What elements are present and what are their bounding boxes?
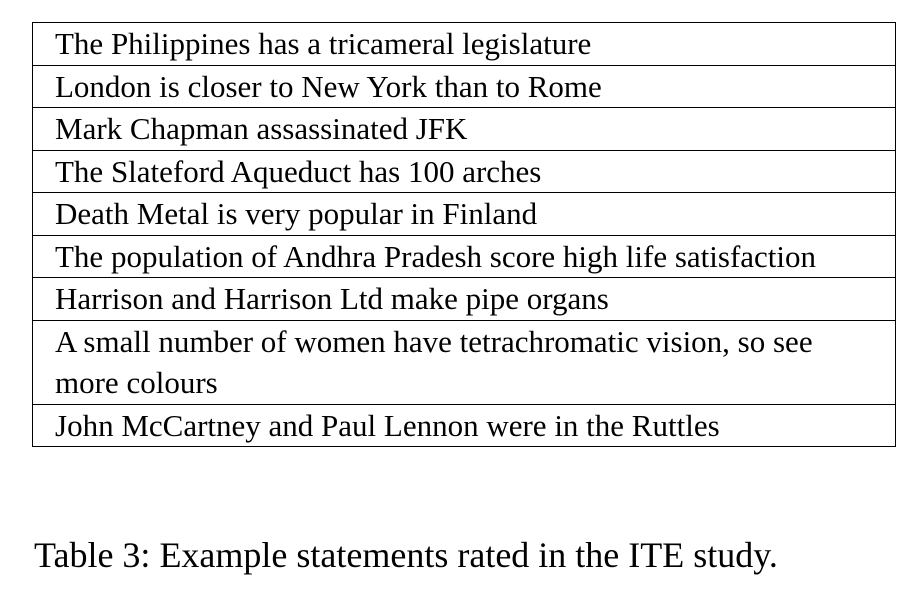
table-row: John McCartney and Paul Lennon were in t… (32, 403, 896, 447)
table-row: The Slateford Aqueduct has 100 arches (32, 149, 896, 193)
statements-table: The Philippines has a tricameral legisla… (32, 22, 896, 447)
statement-cell: Harrison and Harrison Ltd make pipe orga… (32, 277, 896, 321)
statement-cell: Mark Chapman assassinated JFK (32, 107, 896, 151)
table-row: Mark Chapman assassinated JFK (32, 107, 896, 151)
table-row: London is closer to New York than to Rom… (32, 64, 896, 108)
table-row: Harrison and Harrison Ltd make pipe orga… (32, 277, 896, 321)
statement-cell: Death Metal is very popular in Finland (32, 192, 896, 236)
statement-cell: A small number of women have tetrachroma… (32, 319, 896, 405)
table-row: A small number of women have tetrachroma… (32, 319, 896, 405)
table-row: Death Metal is very popular in Finland (32, 192, 896, 236)
table-caption: Table 3: Example statements rated in the… (34, 535, 778, 575)
statement-cell: The population of Andhra Pradesh score h… (32, 234, 896, 278)
statement-cell: London is closer to New York than to Rom… (32, 64, 896, 108)
statement-cell: The Slateford Aqueduct has 100 arches (32, 149, 896, 193)
statements-table-body: The Philippines has a tricameral legisla… (32, 22, 896, 447)
statement-cell: The Philippines has a tricameral legisla… (32, 22, 896, 66)
table-row: The population of Andhra Pradesh score h… (32, 234, 896, 278)
statement-cell: John McCartney and Paul Lennon were in t… (32, 403, 896, 447)
table-row: The Philippines has a tricameral legisla… (32, 22, 896, 66)
